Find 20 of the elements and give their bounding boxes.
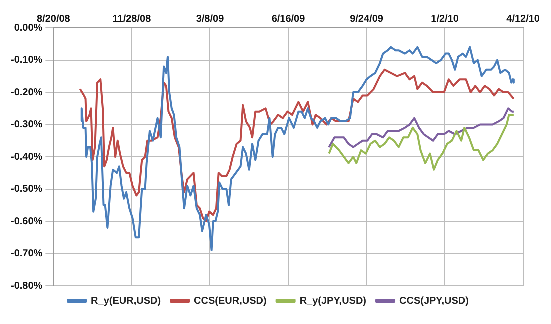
x-tick-label: 11/28/08 [112,14,152,25]
x-tick-label: 8/20/08 [36,14,71,25]
y-tick-label: -0.80% [10,280,43,292]
y-tick-label: 0.00% [14,22,43,34]
y-tick-label: -0.10% [10,55,43,66]
y-tick-label: -0.70% [10,248,43,260]
x-tick-label: 9/24/09 [350,14,384,25]
legend-label: CCS(EUR,USD) [194,296,267,307]
x-tick-label: 6/16/09 [272,14,306,25]
y-tick-label: -0.60% [10,216,43,228]
x-tick-label: 3/8/09 [196,14,225,25]
legend-label: R_y(JPY,USD) [300,296,367,307]
legend-label: CCS(JPY,USD) [400,296,469,307]
x-tick-label: 1/2/10 [431,14,460,25]
y-tick-label: -0.30% [10,120,43,130]
x-tick-label: 4/12/10 [506,14,540,25]
y-tick-label: -0.20% [10,87,43,98]
y-tick-label: -0.50% [10,184,43,195]
legend-label: R_y(EUR,USD) [91,296,162,307]
y-tick-label: -0.40% [10,152,43,163]
